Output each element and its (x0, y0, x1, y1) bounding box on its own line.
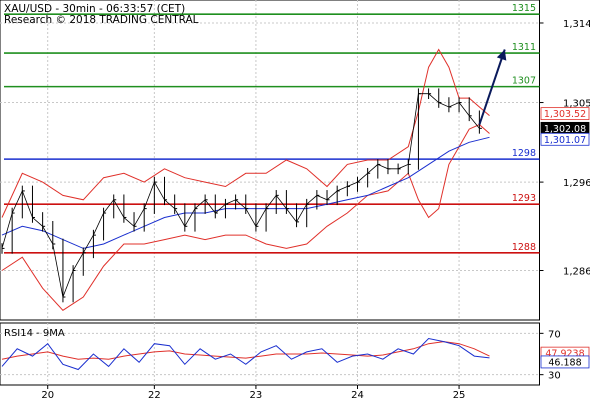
rsi-tick-label-1: 30 (548, 371, 561, 382)
rsi-line (1, 337, 490, 371)
x-tick-label-0: 20 (41, 390, 54, 400)
price-tag-moving-average: 1,301.07 (544, 135, 586, 146)
x-tick-label-1: 22 (148, 390, 161, 400)
rsi-tick-label-0: 70 (548, 329, 561, 340)
x-tick-label-4: 25 (453, 390, 466, 400)
y-tick-label-1: 1,305 (563, 99, 590, 110)
projection-arrow-shaft (478, 49, 506, 125)
levels-layer: 1315 1311 1307 1298 1293 1288 (4, 3, 540, 254)
projection-arrow-head (496, 49, 507, 61)
bollinger-upper-line (1, 48, 490, 218)
price-tag-last-price: 1,302.08 (544, 124, 586, 135)
level-label-1288: 1288 (512, 242, 536, 253)
price-panel-frame (0, 0, 540, 321)
price-tag-box-moving-average (540, 132, 590, 146)
price-tag-box-upper-band (540, 107, 590, 121)
rsi-tag-ma: 47.9238 (545, 349, 584, 360)
axis-layer: 1,314 1,305 1,296 1,286 20 22 23 24 25 (41, 19, 590, 400)
x-tick-label-2: 23 (250, 390, 263, 400)
grid-layer (0, 0, 540, 385)
rsi-tag-rsi: 46.188 (548, 357, 581, 368)
price-line (1, 93, 480, 299)
y-tick-label-3: 1,286 (563, 266, 590, 277)
chart-title: XAU/USD - 30min - 06:33:57 (CET) (4, 3, 185, 15)
chart-copyright: Research © 2018 TRADING CENTRAL (4, 14, 199, 26)
bollinger-lower-line (1, 124, 490, 311)
y-tick-label-2: 1,296 (563, 178, 590, 189)
x-tick-label-3: 24 (351, 390, 364, 400)
level-label-1311: 1311 (512, 42, 536, 53)
level-label-1293: 1293 (512, 193, 536, 204)
rsi-layer: 70 30 (0, 329, 561, 382)
rsi-tag-box-rsi (540, 355, 590, 369)
moving-average-line (1, 136, 490, 249)
rsi-panel-frame (0, 322, 540, 386)
level-label-1298: 1298 (512, 148, 536, 159)
price-tag-upper-band: 1,303.52 (544, 109, 586, 120)
rsi-ma-line (1, 341, 490, 360)
level-label-1307: 1307 (512, 76, 536, 87)
rsi-panel-label: RSI14 - 9MA (4, 328, 65, 339)
y-tick-label-0: 1,314 (563, 19, 590, 30)
level-label-1315: 1315 (512, 3, 536, 14)
series-layer (1, 48, 507, 311)
